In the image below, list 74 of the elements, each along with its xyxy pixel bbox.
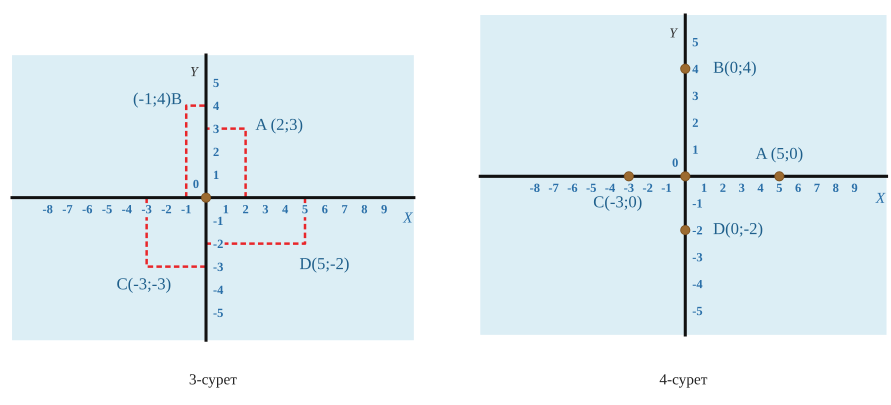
x-tick-label: 8 [833,184,838,192]
y-axis-title: Y [190,67,200,76]
annotation: A (2;3) [255,118,302,134]
y-tick-label: 3 [692,92,698,100]
x-tick-label: -1 [181,205,191,214]
y-tick-label: -4 [692,280,702,288]
y-tick-label: -4 [213,286,224,294]
x-tick-label: -3 [624,184,634,192]
annotation: 0 [672,158,678,167]
point [624,171,634,182]
annotation: C(-3;0) [594,196,642,211]
x-tick-label: -6 [82,204,92,214]
y-tick-label: -5 [692,306,702,316]
x-tick-label: 5 [302,205,308,214]
y-tick-label: 2 [213,148,219,156]
x-tick-label: -7 [548,184,559,192]
x-tick-label: -8 [42,204,52,214]
x-tick-label: -4 [605,184,616,192]
x-tick-label: -2 [162,204,172,214]
annotation: (-1;4)B [134,92,182,108]
x-tick-label: 2 [720,184,726,192]
text: 4-сурет [660,374,708,388]
x-tick-label: 4 [758,184,764,192]
point [774,171,784,182]
y-tick-label: -1 [213,216,223,225]
x-tick-label: -2 [642,184,652,192]
annotation: D(5;-2) [300,258,349,273]
x-tick-label: -3 [142,204,152,214]
x-tick-label: 9 [852,184,858,192]
x-tick-label: -5 [586,184,596,192]
y-tick-label: 5 [213,78,219,88]
x-tick-label: -4 [122,205,132,214]
x-tick-label: 8 [362,204,368,214]
x-tick-label: -5 [102,205,112,214]
annotation: 0 [193,180,199,188]
x-tick-label: 9 [381,204,387,214]
y-tick-label: -2 [213,240,223,248]
x-tick-label: -1 [662,184,672,192]
x-tick-label: 2 [243,204,248,214]
annotation: D(0;-2) [714,222,762,238]
x-tick-label: 7 [814,184,820,192]
annotation: B(0;4) [714,61,756,76]
y-tick-label: -3 [213,262,223,272]
y-tick-label: 3 [213,124,219,134]
annotation: A (5;0) [756,147,802,162]
y-tick-label: -3 [692,253,702,262]
y-tick-label: 4 [692,64,698,74]
x-tick-label: 7 [342,205,348,214]
y-tick-label: 5 [692,38,698,46]
x-tick-label: 5 [776,184,782,192]
x-tick-label: -8 [530,184,540,192]
x-tick-label: 6 [322,204,328,214]
x-tick-label: -6 [568,184,578,192]
y-tick-label: 2 [692,118,698,127]
x-tick-label: 3 [262,204,268,214]
y-tick-label: 4 [213,102,219,110]
y-tick-label: -1 [692,199,702,208]
annotation: C(-3;-3) [117,278,170,293]
point [680,171,690,182]
x-tick-label: 1 [224,205,228,214]
x-axis-title: X [875,192,886,203]
x-tick-label: -7 [62,205,72,214]
point [680,225,690,236]
y-axis-title: Y [670,28,678,38]
x-tick-label: 4 [282,205,288,214]
y-tick-label: 1 [214,170,219,179]
x-tick-label: 3 [739,184,744,192]
x-axis-title: X [402,212,413,222]
y-tick-label: 1 [693,146,698,154]
text: 3-сурет [190,374,237,388]
y-tick-label: -5 [213,308,223,318]
x-tick-label: 6 [795,184,801,192]
point [680,64,690,74]
y-tick-label: -2 [692,226,702,234]
